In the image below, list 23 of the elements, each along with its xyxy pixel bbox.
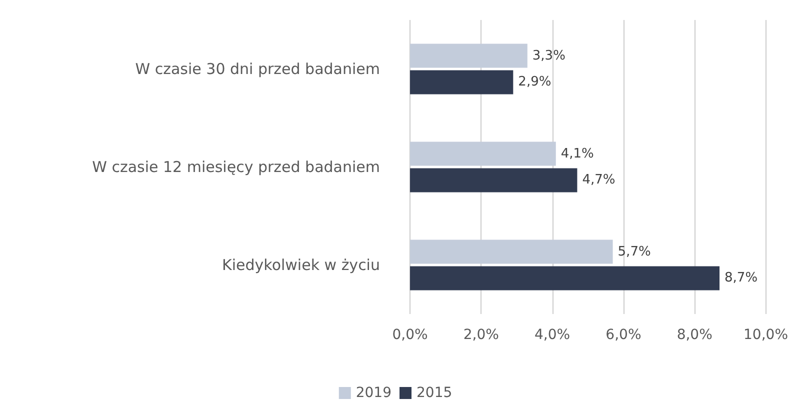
legend-label: 2019 bbox=[356, 385, 392, 401]
x-tick-label: 10,0% bbox=[744, 327, 788, 343]
data-label: 4,7% bbox=[582, 172, 616, 188]
x-tick-label: 8,0% bbox=[676, 327, 712, 343]
x-tick-label: 6,0% bbox=[606, 327, 642, 343]
x-tick-label: 0,0% bbox=[392, 327, 428, 343]
bar bbox=[410, 142, 556, 166]
legend-label: 2015 bbox=[416, 385, 452, 401]
data-label: 4,1% bbox=[560, 146, 594, 162]
y-tick-label: W czasie 30 dni przed badaniem bbox=[135, 60, 380, 78]
data-label: 2,9% bbox=[518, 74, 552, 90]
data-label: 8,7% bbox=[724, 270, 758, 286]
data-label: 5,7% bbox=[618, 244, 651, 260]
y-tick-label: Kiedykolwiek w życiu bbox=[222, 256, 380, 274]
x-tick-label: 2,0% bbox=[463, 327, 499, 343]
bar bbox=[410, 70, 514, 94]
bar bbox=[410, 168, 578, 192]
y-tick-label: W czasie 12 miesięcy przed badaniem bbox=[92, 158, 380, 176]
x-tick-label: 4,0% bbox=[534, 327, 570, 343]
bar bbox=[410, 240, 613, 264]
data-label: 3,3% bbox=[532, 48, 566, 64]
bar bbox=[410, 44, 528, 68]
bar bbox=[410, 266, 720, 290]
